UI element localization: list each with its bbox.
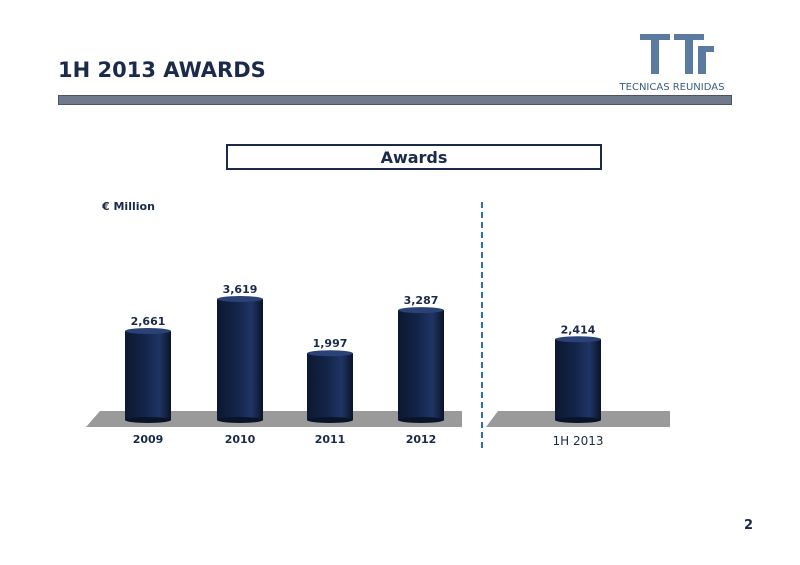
bar-base-2010 bbox=[217, 417, 263, 423]
bar-2012 bbox=[398, 310, 444, 420]
bar-2009 bbox=[125, 331, 171, 420]
bar-base-2012 bbox=[398, 417, 444, 423]
bar-base-1h-2013 bbox=[555, 417, 601, 423]
logo-mark-part bbox=[651, 34, 659, 74]
bar-2011 bbox=[307, 353, 353, 420]
page-title: 1H 2013 AWARDS bbox=[58, 58, 266, 82]
company-logo bbox=[640, 34, 714, 74]
value-label: 1,997 bbox=[313, 337, 348, 350]
bar-top-1h-2013 bbox=[555, 336, 601, 343]
logo-mark-part bbox=[685, 34, 693, 74]
unit-label: € Million bbox=[102, 200, 155, 213]
category-label: 1H 2013 bbox=[552, 434, 603, 448]
logo-mark-part bbox=[698, 46, 714, 52]
value-label: 3,287 bbox=[404, 294, 439, 307]
value-label: 2,661 bbox=[131, 315, 166, 328]
value-label: 3,619 bbox=[223, 283, 258, 296]
category-label: 2011 bbox=[315, 433, 346, 446]
bar-top-2010 bbox=[217, 296, 263, 302]
bar-2010 bbox=[217, 299, 263, 420]
logo-mark-part bbox=[698, 46, 706, 74]
category-label: 2012 bbox=[406, 433, 437, 446]
bar-base-2011 bbox=[307, 417, 353, 423]
bar-base-2009 bbox=[125, 417, 171, 423]
page-number: 2 bbox=[744, 518, 754, 533]
category-label: 2009 bbox=[133, 433, 164, 446]
logo-text: TECNICAS REUNIDAS bbox=[619, 82, 725, 93]
bar-top-2012 bbox=[398, 307, 444, 314]
value-label: 2,414 bbox=[561, 323, 596, 336]
category-label: 2010 bbox=[225, 433, 256, 446]
bar-top-2011 bbox=[307, 350, 353, 357]
chart-floor-left bbox=[86, 411, 462, 427]
bar-1h-2013 bbox=[555, 339, 601, 420]
bar-top-2009 bbox=[125, 328, 171, 335]
title-underline-bar bbox=[58, 95, 732, 105]
chart-title: Awards bbox=[226, 144, 602, 170]
